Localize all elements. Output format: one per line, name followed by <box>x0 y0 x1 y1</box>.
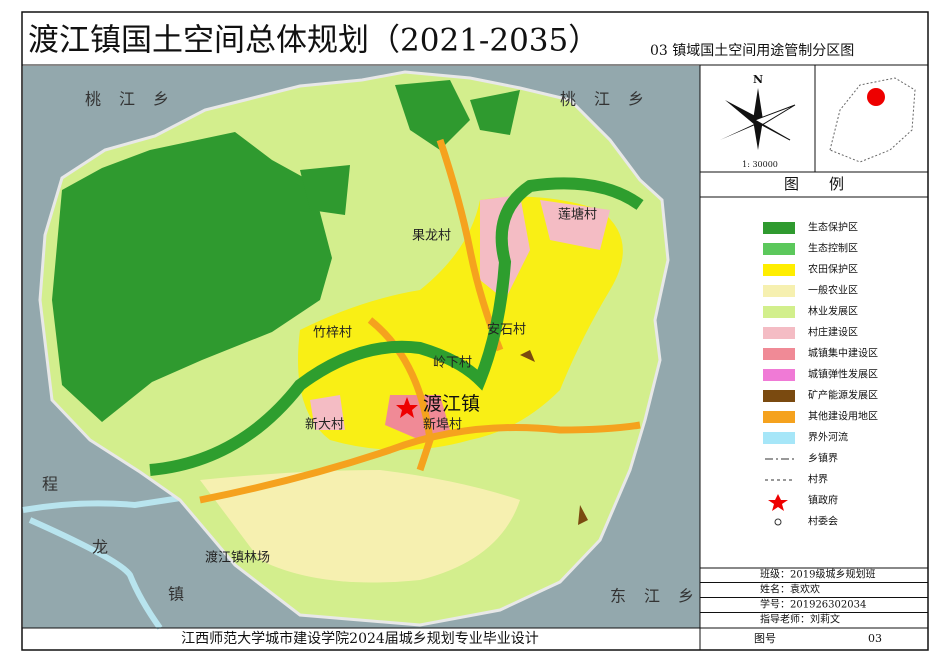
title: 渡江镇国土空间总体规划（2021-2035） <box>28 23 599 59</box>
farmland-zone <box>298 196 623 450</box>
map-label: 程 <box>42 475 76 494</box>
legend-label: 乡镇界 <box>808 452 838 465</box>
frame <box>21 11 929 651</box>
info-row: 班级：2019级城乡规划班 <box>760 568 875 581</box>
info-row: 姓名：袁欢欢 <box>760 583 820 596</box>
map-label: 龙 <box>92 538 126 557</box>
legend-label: 矿产能源发展区 <box>808 389 878 402</box>
map-label: 新大村 <box>305 417 344 433</box>
legend-symbol <box>774 518 782 526</box>
map-label: 岭下村 <box>433 356 472 371</box>
map-label: 东江乡 <box>610 587 712 606</box>
legend-label: 林业发展区 <box>808 305 858 318</box>
road <box>199 138 641 504</box>
info-row: 指导老师：刘莉文 <box>760 613 840 626</box>
legend-swatch <box>763 432 795 444</box>
ecological-zone <box>52 132 332 422</box>
legend-label: 城镇集中建设区 <box>808 347 878 360</box>
map-label: 桃江乡 <box>85 90 187 109</box>
map-label: 桃江乡 <box>560 90 662 109</box>
village-zone <box>310 195 610 430</box>
legend-symbol <box>768 494 788 511</box>
compass: N 1: 30000 <box>720 73 796 169</box>
town-government <box>396 397 418 418</box>
river <box>149 177 644 476</box>
legend-label: 生态保护区 <box>808 221 858 234</box>
legend-label: 一般农业区 <box>808 284 858 297</box>
footer-school: 江西师范大学城市建设学院2024届城乡规划专业毕业设计 <box>181 630 539 647</box>
scale: 1: 30000 <box>742 160 778 169</box>
legend-swatch <box>763 222 795 234</box>
legend-label: 城镇弹性发展区 <box>808 368 878 381</box>
mining-zone <box>520 350 588 525</box>
general-agriculture <box>200 470 520 583</box>
legend: 生态保护区生态控制区农田保护区一般农业区林业发展区村庄建设区城镇集中建设区城镇弹… <box>763 221 878 528</box>
legend-swatch <box>763 327 795 339</box>
legend-swatch <box>763 390 795 402</box>
legend-label: 村庄建设区 <box>808 326 858 339</box>
legend-label: 村委会 <box>808 515 838 528</box>
map-label: 安石村 <box>487 323 526 338</box>
legend-swatch <box>763 348 795 360</box>
locator-highlight <box>867 88 885 106</box>
legend-swatch <box>763 306 795 318</box>
legend-label: 农田保护区 <box>808 263 858 276</box>
legend-swatch <box>763 411 795 423</box>
map-label: 渡江镇林场 <box>205 550 270 566</box>
subtitle: 03 镇域国土空间用途管制分区图 <box>650 42 854 59</box>
map: 桃江乡 桃江乡 程 龙 镇 东江乡 果龙村 莲塘村 竹梓村 安石村 岭下村 渡江… <box>22 66 712 630</box>
info-row: 学号：201926302034 <box>760 598 866 611</box>
legend-swatch <box>763 285 795 297</box>
legend-label: 其他建设用地区 <box>808 410 878 423</box>
legend-label: 生态控制区 <box>808 242 858 255</box>
north-label: N <box>753 73 763 86</box>
map-label: 镇 <box>168 585 202 604</box>
legend-label: 村界 <box>808 473 828 486</box>
map-label: 果龙村 <box>412 229 451 244</box>
ecological-zone <box>300 80 520 215</box>
legend-swatch <box>763 369 795 381</box>
map-label: 莲塘村 <box>558 207 597 223</box>
locator-map <box>829 77 916 163</box>
outer-river <box>22 492 201 630</box>
map-label: 竹梓村 <box>313 326 352 341</box>
legend-swatch <box>763 243 795 255</box>
legend-title: 图 例 <box>784 175 844 193</box>
legend-swatch <box>763 264 795 276</box>
map-label: 渡江镇 <box>423 393 480 415</box>
legend-label: 界外河流 <box>808 431 848 444</box>
figure-label: 图号 <box>754 632 776 645</box>
map-label: 新埠村 <box>423 417 462 433</box>
legend-label: 镇政府 <box>808 494 838 507</box>
figure-number: 03 <box>868 632 882 645</box>
